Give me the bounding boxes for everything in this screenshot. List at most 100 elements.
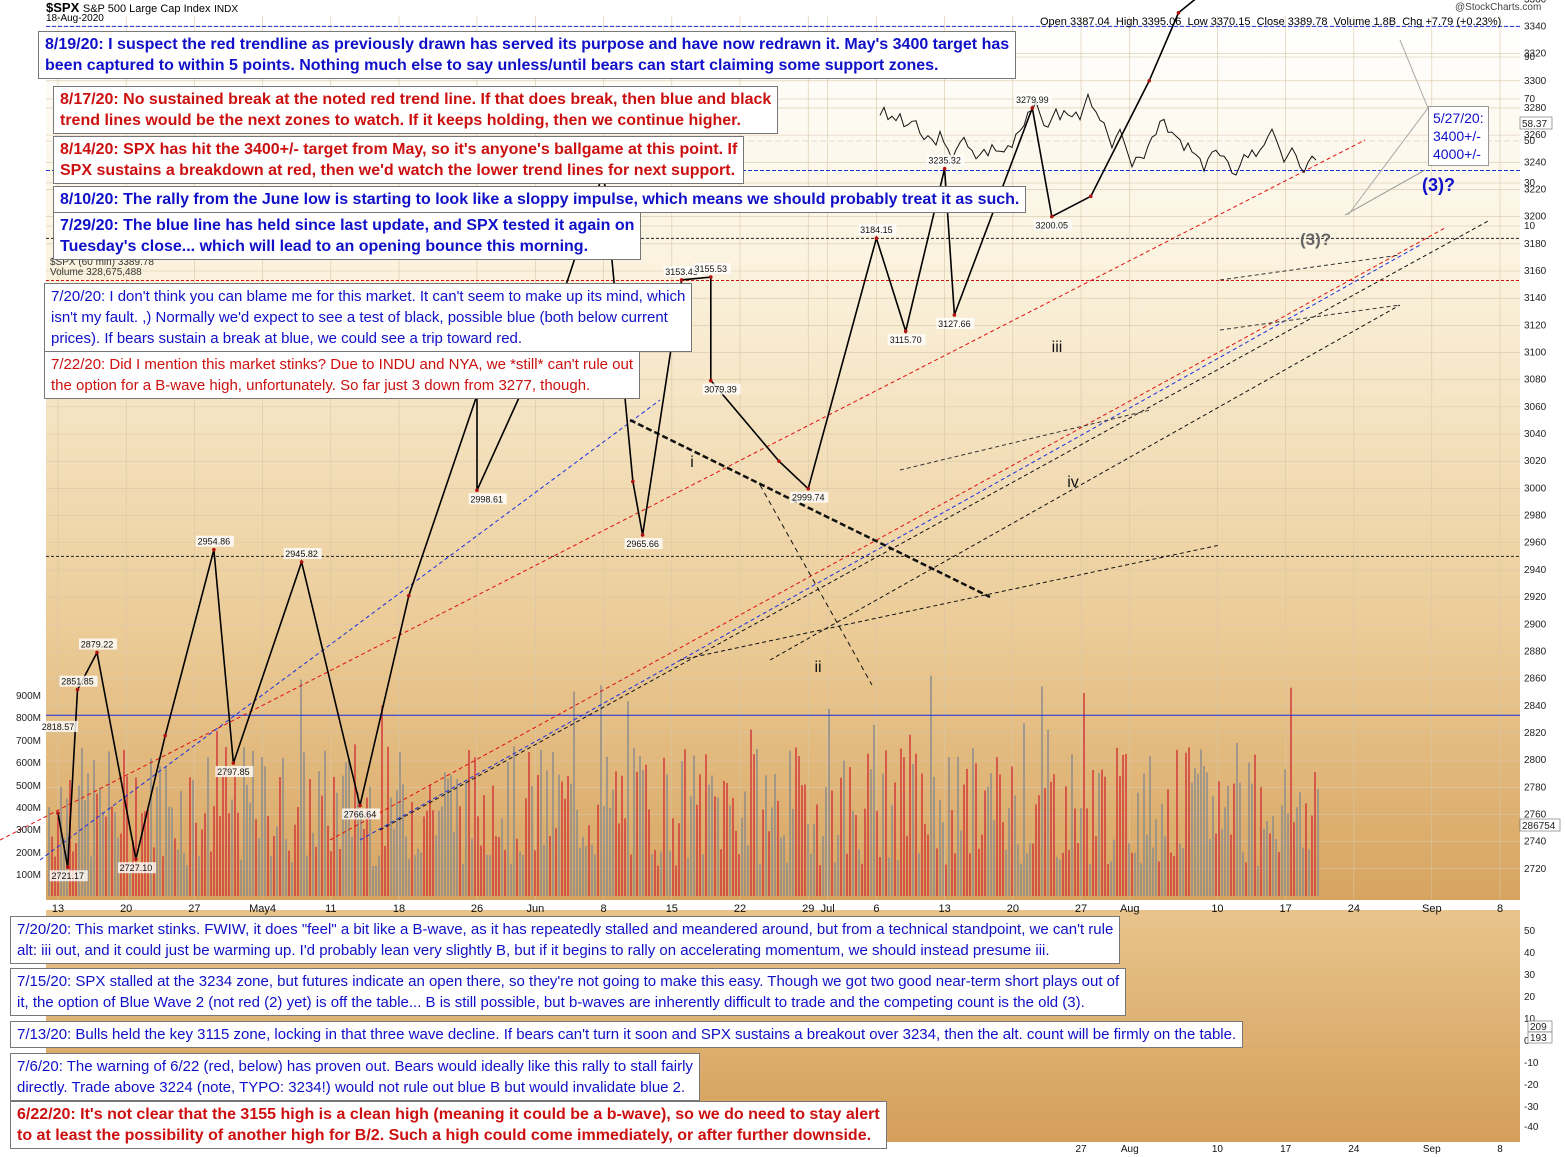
volume-bar <box>558 774 560 896</box>
volume-bar <box>1281 805 1283 896</box>
volume-bar <box>1008 808 1010 896</box>
volume-bar <box>1023 723 1025 896</box>
volume-bar <box>840 777 842 896</box>
volume-bar <box>474 757 476 896</box>
note-line: 7/13/20: Bulls held the key 3115 zone, l… <box>17 1026 1237 1043</box>
x-tick-label: 20 <box>1007 903 1019 915</box>
volume-bar <box>333 776 335 896</box>
trend-line <box>899 409 1151 471</box>
volume-bar <box>378 855 380 896</box>
volume-bar <box>1026 853 1028 896</box>
volume-bar <box>963 784 965 896</box>
price-label: 3155.53 <box>695 264 728 274</box>
volume-bar <box>1209 839 1211 896</box>
volume-bar <box>468 750 470 896</box>
volume-bar <box>768 831 770 896</box>
volume-tick-label: 800M <box>16 713 41 724</box>
volume-bar <box>1254 754 1256 896</box>
volume-bar <box>123 749 125 896</box>
volume-bar <box>714 796 716 896</box>
x-tick-label: 24 <box>1348 903 1360 915</box>
volume-bar <box>876 810 878 896</box>
volume-bar <box>102 811 104 896</box>
ohlc-readout: Open 3387.04 High 3395.06 Low 3370.15 Cl… <box>1040 16 1501 28</box>
top-note-1: 8/17/20: No sustained break at the noted… <box>53 86 779 134</box>
volume-bar <box>1152 847 1154 896</box>
volume-bar <box>675 865 677 896</box>
volume-bar <box>549 836 551 896</box>
volume-bar <box>1311 815 1313 896</box>
volume-bar <box>204 813 206 896</box>
volume-bar <box>441 806 443 896</box>
volume-bar <box>255 819 257 896</box>
note-line: 7/29/20: The blue line has held since la… <box>60 217 635 234</box>
price-tick-label: 3280 <box>1524 103 1547 114</box>
volume-bar <box>246 784 248 896</box>
price-point <box>95 650 99 655</box>
rsi-tick-label: 70 <box>1524 94 1536 105</box>
volume-bar <box>615 771 617 896</box>
volume-bar <box>159 766 161 896</box>
trend-line <box>1219 304 1401 331</box>
volume-bar <box>225 747 227 896</box>
bottom-x-tick-label: 24 <box>1348 1144 1360 1155</box>
volume-bar <box>1116 747 1118 896</box>
volume-bar <box>1074 808 1076 896</box>
volume-bar <box>603 805 605 896</box>
price-point <box>406 593 411 598</box>
volume-bar <box>708 784 710 896</box>
bottom-x-tick-label: Sep <box>1423 1144 1441 1155</box>
volume-bar <box>453 831 455 896</box>
price-tick-label: 3300 <box>1524 76 1547 87</box>
price-label-bg <box>78 638 117 650</box>
volume-bar <box>1287 813 1289 896</box>
volume-bar <box>399 752 401 896</box>
price-point <box>163 733 167 738</box>
volume-bar <box>174 838 176 896</box>
volume-bar <box>702 854 704 896</box>
volume-bar <box>1065 786 1067 896</box>
price-label: 3115.70 <box>890 335 922 345</box>
volume-bar <box>1164 836 1166 896</box>
note-line: 7/6/20: The warning of 6/22 (red, below)… <box>17 1058 693 1075</box>
note-line: to at least the possibility of another h… <box>17 1127 872 1144</box>
volume-bar <box>939 800 941 896</box>
volume-bar <box>633 747 635 896</box>
volume-bar <box>1299 792 1301 896</box>
price-label-bg <box>283 548 322 560</box>
chart-symbol: $SPX S&P 500 Large Cap Index INDX <box>46 0 238 15</box>
volume-bar <box>414 855 416 896</box>
volume-bar <box>990 773 992 896</box>
low-value: 3370.15 <box>1210 16 1251 28</box>
x-tick-label: 17 <box>1280 903 1292 915</box>
volume-bar <box>1179 843 1181 896</box>
volume-bar <box>972 748 974 896</box>
x-tick-label: 13 <box>939 903 951 915</box>
volume-bar <box>1314 772 1316 896</box>
price-tick-label: 3240 <box>1524 157 1547 168</box>
volume-bar <box>1047 729 1049 896</box>
volume-bar <box>924 823 926 896</box>
volume-bar <box>270 855 272 896</box>
lower-tick-label: 0 <box>1524 1036 1530 1047</box>
volume-bar <box>330 851 332 896</box>
volume-bar <box>138 865 140 896</box>
volume-bar <box>297 806 299 896</box>
note-line: directly. Trade above 3224 (note, TYPO: … <box>17 1079 686 1096</box>
volume-bar <box>357 792 359 896</box>
price-tick-label: 2820 <box>1524 728 1547 739</box>
close-label: Close <box>1256 16 1285 28</box>
price-tick-label: 2860 <box>1524 674 1547 685</box>
volume-bar <box>108 751 110 896</box>
volume-bar <box>1032 843 1034 896</box>
volume-bar <box>1245 862 1247 896</box>
volume-bar <box>1125 753 1127 896</box>
volume-bar <box>285 839 287 896</box>
note-line: trend lines would be the next zones to w… <box>60 112 741 129</box>
volume-bar <box>165 766 167 896</box>
price-label-bg <box>59 675 98 687</box>
volume-bar <box>858 849 860 896</box>
note-line: 7/20/20: This market stinks. FWIW, it do… <box>17 921 1114 938</box>
rsi-value-label: 58.37 <box>1522 119 1547 130</box>
bottom-note-1: 7/15/20: SPX stalled at the 3234 zone, b… <box>10 968 1127 1016</box>
